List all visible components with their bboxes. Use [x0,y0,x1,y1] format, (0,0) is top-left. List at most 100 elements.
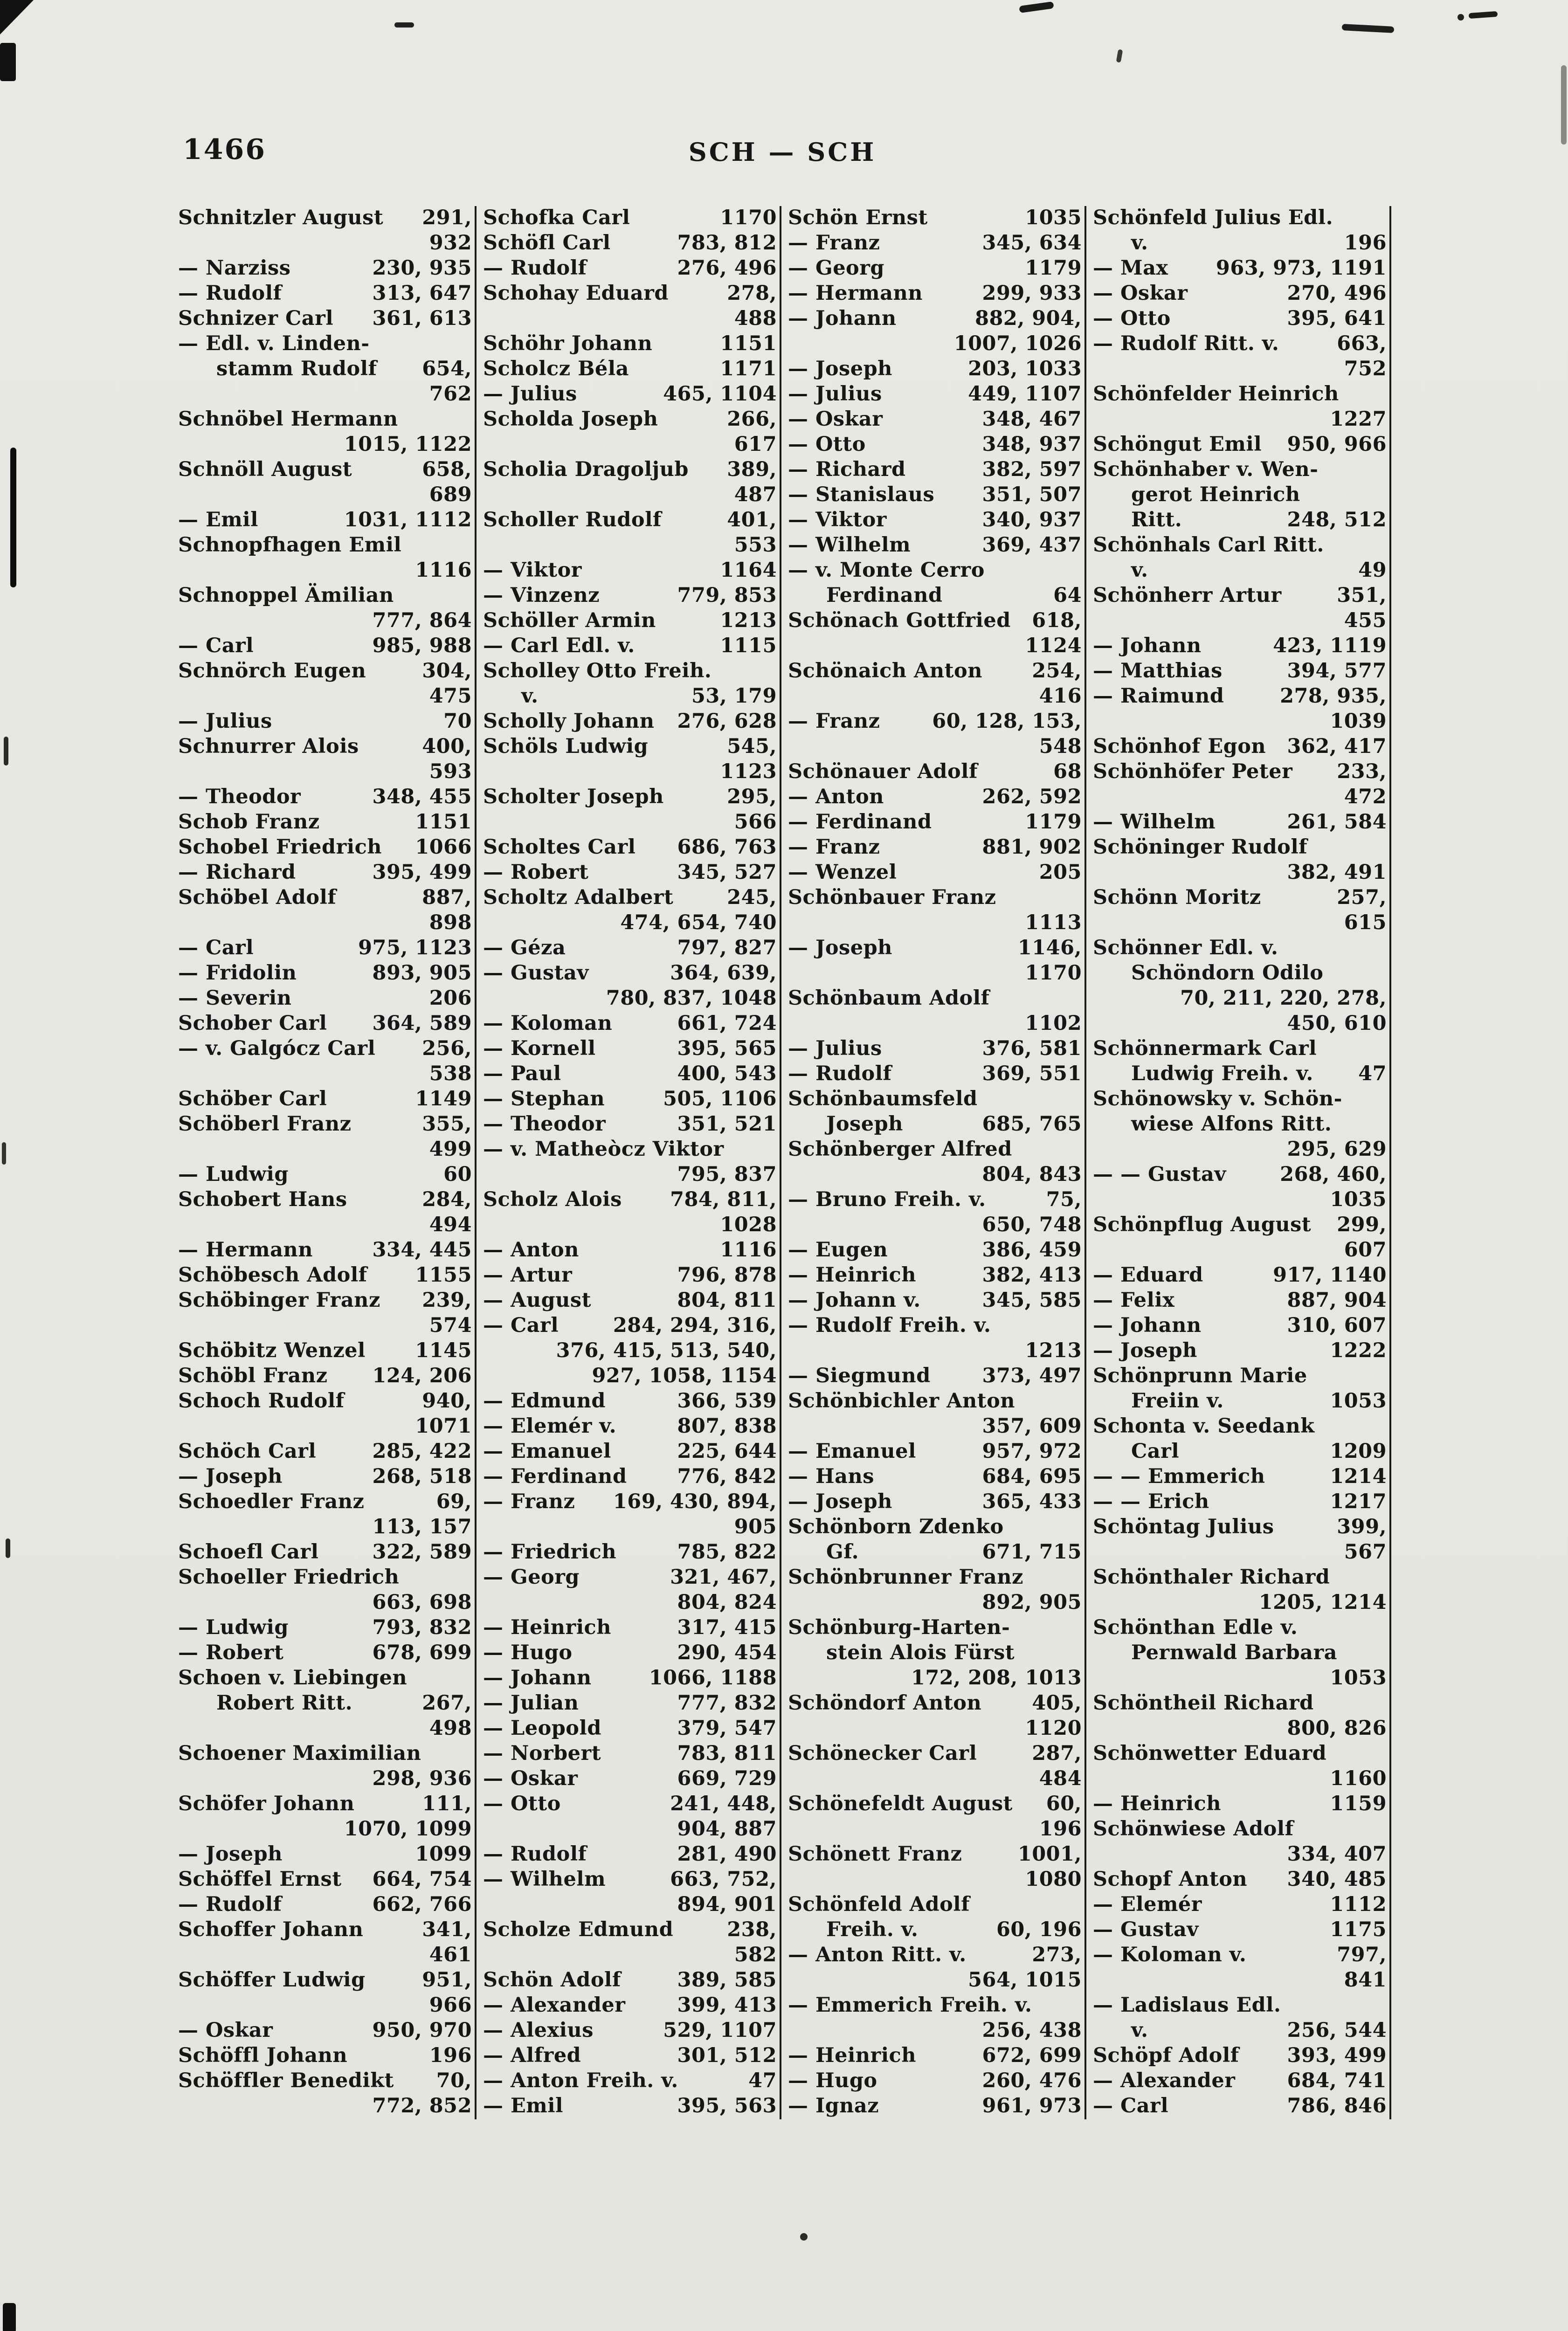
index-entry-line: — Ludwig 793, 832 [178,1616,472,1641]
index-entry-line: Schönauer Adolf 68 [788,760,1082,785]
index-entry-line: 498 [178,1717,472,1742]
index-entry-line: 1015, 1122 [178,433,472,458]
entry-name: — v. Galgócz Carl [178,1037,376,1060]
entry-pages: 804, 843 [982,1163,1082,1186]
entry-pages: 362, 417 [1287,735,1387,758]
entry-pages: 461 [429,1943,472,1966]
index-entry-line: — Richard 395, 499 [178,861,472,886]
index-entry-line: Schönner Edl. v. [1093,936,1387,961]
entry-pages: 505, 1106 [663,1087,777,1110]
entry-name: Schoch Rudolf [178,1389,345,1413]
entry-pages: 582 [734,1943,777,1966]
entry-name: — Rudolf [483,256,587,280]
entry-pages: 366, 539 [677,1389,777,1413]
entry-pages: 566 [734,810,777,834]
entry-pages: 940, [422,1389,472,1413]
index-entry-line: Schöffel Ernst 664, 754 [178,1868,472,1893]
entry-pages: 882, 904, [975,307,1082,330]
entry-pages: 1205, 1214 [1258,1591,1387,1614]
index-entry-line: — Koloman 661, 724 [483,1012,777,1037]
index-entry-line: — Emil 1031, 1112 [178,508,472,533]
entry-name: Schönwetter Eduard [1093,1742,1327,1765]
index-entry-line: Schnopfhagen Emil [178,533,472,559]
index-entry-line: — Johann 1066, 1188 [483,1666,777,1691]
entry-pages: 256, [422,1037,472,1060]
entry-name: Schönhöfer Peter [1093,760,1293,783]
entry-name: Schöbel Adolf [178,886,337,909]
entry-name: — Joseph [788,357,892,380]
entry-name: — Otto [1093,307,1171,330]
entry-name: Schöndorn Odilo [1131,961,1324,985]
entry-pages: 369, 551 [982,1062,1082,1085]
entry-pages: 538 [429,1062,472,1085]
entry-pages: 1035 [1330,1188,1387,1211]
entry-name: — Julius [178,710,272,733]
entry-pages: 783, 812 [677,231,777,255]
page-number: 1466 [183,133,266,166]
entry-pages: 196 [1344,231,1387,255]
entry-pages: 348, 467 [982,407,1082,431]
entry-name: — Felix [1093,1289,1175,1312]
entry-pages: 299, 933 [982,282,1082,305]
entry-pages: 340, 485 [1287,1868,1387,1891]
entry-name: — Alexander [483,1993,626,2017]
entry-pages: 295, [727,785,777,808]
entry-pages: 957, 972 [982,1440,1082,1463]
index-entry-line: v. 256, 544 [1093,2019,1387,2044]
index-entry-line: Schönfelder Heinrich [1093,382,1387,407]
entry-pages: 752 [1344,357,1387,380]
entry-name: — Ludwig [178,1163,289,1186]
index-entry-line: — Eduard 917, 1140 [1093,1263,1387,1289]
entry-pages: 68 [1053,760,1082,783]
entry-pages: 75, [1046,1188,1082,1211]
entry-name: Joseph [826,1112,903,1136]
entry-name: Schöls Ludwig [483,735,649,758]
entry-name: — Julian [483,1691,579,1715]
index-entry-line: — Hugo 260, 476 [788,2069,1082,2094]
scan-artifact [2,1142,6,1165]
index-entry-line: 113, 157 [178,1515,472,1540]
entry-name: — Artur [483,1263,573,1287]
entry-pages: 1112 [1330,1893,1387,1916]
entry-pages: 365, 433 [982,1490,1082,1513]
entry-name: — Hermann [788,282,923,305]
index-entry-line: — Julian 777, 832 [483,1691,777,1717]
entry-name: — Johann v. [788,1289,921,1312]
entry-name: Scholler Rudolf [483,508,662,531]
entry-pages: 399, [1337,1515,1387,1538]
scan-artifact [6,1538,10,1558]
index-entry-line: Schnoppel Ämilian [178,584,472,609]
index-entry-line: Schönherr Artur 351, [1093,584,1387,609]
index-entry-line: — Siegmund 373, 497 [788,1364,1082,1389]
entry-pages: 256, 544 [1287,2019,1387,2042]
index-entry-line: 1116 [178,559,472,584]
entry-pages: 892, 905 [982,1591,1082,1614]
entry-name: — Stephan [483,1087,605,1110]
entry-pages: 284, [422,1188,472,1211]
entry-name: Schöbesch Adolf [178,1263,367,1287]
index-entry-line: 1007, 1026 [788,332,1082,357]
index-entry-line: Schöbitz Wenzel 1145 [178,1339,472,1364]
entry-name: Schönwiese Adolf [1093,1817,1294,1841]
index-entry-line: 1124 [788,634,1082,659]
index-entry-line: 455 [1093,609,1387,634]
entry-pages: 951, [422,1968,472,1992]
entry-name: — Leopold [483,1717,601,1740]
index-entry-line: Schöberl Franz 355, [178,1112,472,1138]
index-entry-line: — Heinrich 672, 699 [788,2044,1082,2069]
entry-pages: 379, 547 [677,1717,777,1740]
entry-name: — Hugo [483,1641,573,1664]
index-entry-line: 1035 [1093,1188,1387,1213]
entry-name: Ferdinand [826,584,943,607]
entry-pages: 961, 973 [982,2094,1082,2117]
index-entry-line: — Anton 262, 592 [788,785,1082,810]
entry-name: — Heinrich [788,2044,916,2067]
entry-name: — Ferdinand [483,1465,627,1488]
index-entry-line: 927, 1058, 1154 [483,1364,777,1389]
index-entry-line: — Matthias 394, 577 [1093,659,1387,684]
entry-pages: 1146, [1017,936,1082,959]
index-entry-line: — Leopold 379, 547 [483,1717,777,1742]
entry-pages: 685, 765 [982,1112,1082,1136]
entry-pages: 268, 518 [372,1465,472,1488]
index-entry-line: — Joseph 203, 1033 [788,357,1082,382]
